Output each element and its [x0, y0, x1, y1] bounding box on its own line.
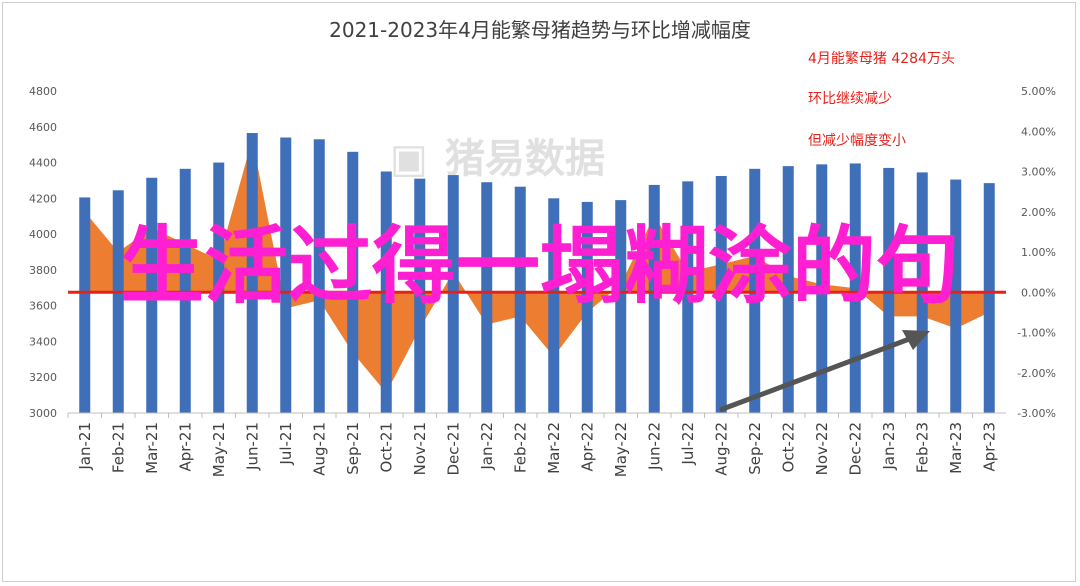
y-left-tick-label: 3200 — [29, 371, 57, 384]
bar-Aug-21 — [313, 139, 325, 414]
bar-Mar-23 — [950, 179, 962, 413]
x-tick-label: Apr-21 — [176, 422, 194, 472]
x-tick-label: May-21 — [210, 422, 228, 477]
y-left-tick-label: 3800 — [29, 264, 57, 277]
watermark-logo: ▣ — [390, 136, 428, 182]
bar-May-22 — [615, 200, 627, 413]
bar-Feb-22 — [514, 186, 526, 413]
x-tick-label: Nov-22 — [813, 422, 831, 475]
y-left-tick-label: 4200 — [29, 192, 57, 205]
x-tick-label: Apr-23 — [980, 422, 998, 472]
x-tick-label: Jan-21 — [76, 422, 94, 471]
area-series — [84, 139, 990, 393]
bar-Dec-22 — [849, 163, 861, 413]
trend-arrow-shaft — [719, 335, 913, 413]
bar-Apr-23 — [983, 183, 995, 413]
bar-Nov-21 — [414, 178, 426, 413]
x-tick-label: Jul-22 — [679, 422, 697, 466]
annotation-line-1: 4月能繁母猪 4284万头 — [808, 51, 955, 67]
bar-Sep-21 — [347, 151, 359, 414]
x-tick-label: Jun-21 — [243, 422, 261, 471]
area-shape — [84, 139, 990, 393]
bar-Jun-21 — [246, 133, 258, 414]
y-left-tick-label: 4600 — [29, 121, 57, 134]
x-tick-label: Apr-22 — [578, 422, 596, 472]
x-tick-label: Jul-21 — [277, 422, 295, 466]
x-tick-label: Jan-22 — [478, 422, 496, 471]
watermark-text: 猪易数据 — [445, 136, 605, 182]
y-right-tick-label: 0.00% — [1021, 286, 1056, 299]
annotation-line-2: 环比继续减少 — [808, 90, 892, 107]
y-left-tick-label: 4000 — [29, 228, 57, 241]
x-tick-label: Feb-22 — [511, 422, 529, 473]
x-tick-label: Oct-21 — [377, 422, 395, 472]
bar-Jun-22 — [648, 184, 660, 413]
bar-Dec-21 — [447, 175, 459, 413]
y-left-tick-label: 3400 — [29, 335, 57, 348]
y-left-tick-label: 4800 — [29, 85, 57, 98]
bar-Mar-21 — [146, 177, 158, 413]
x-tick-label: Feb-21 — [109, 422, 127, 473]
x-tick-label: Aug-21 — [310, 422, 328, 476]
y-right-tick-label: 3.00% — [1021, 166, 1056, 179]
x-tick-label: Jan-23 — [880, 422, 898, 471]
bar-Aug-22 — [715, 175, 727, 413]
x-tick-label: Dec-21 — [444, 422, 462, 476]
x-tick-label: Feb-23 — [913, 422, 931, 473]
y-right-tick-label: 5.00% — [1021, 85, 1056, 98]
bar-Jan-23 — [883, 167, 895, 413]
x-tick-label: May-22 — [612, 422, 630, 477]
bar-May-21 — [213, 162, 225, 413]
x-tick-label: Jun-22 — [645, 422, 663, 471]
x-tick-label: Mar-21 — [143, 422, 161, 474]
chart-title: 2021-2023年4月能繁母猪趋势与环比增减幅度 — [329, 18, 751, 42]
y-right-tick-label: 4.00% — [1021, 125, 1056, 138]
bar-Jul-22 — [682, 181, 694, 413]
x-tick-label: Dec-22 — [846, 422, 864, 476]
x-tick-label: Aug-22 — [712, 422, 730, 476]
y-left-tick-label: 3000 — [29, 407, 57, 420]
y-axis-left: 4800 4600 4400 4200 4000 3800 3600 3400 3200 3000 — [29, 85, 57, 420]
bar-Feb-21 — [112, 190, 124, 413]
x-tick-label: Mar-23 — [947, 422, 965, 474]
x-axis: Jan-21 Feb-21 Mar-21 Apr-21 May-21 Jun-21 Jul-… — [67, 413, 998, 477]
bar-Apr-22 — [581, 201, 593, 413]
bar-Oct-22 — [782, 166, 794, 413]
x-tick-label: Mar-22 — [545, 422, 563, 474]
x-tick-label: Sep-22 — [746, 422, 764, 475]
x-tick-label: Sep-21 — [344, 422, 362, 475]
y-right-tick-label: -2.00% — [1017, 367, 1056, 380]
x-tick-label: Oct-22 — [779, 422, 797, 472]
y-axis-right: 5.00% 4.00% 3.00% 2.00% 1.00% 0.00% -1.00% -2.0… — [1017, 85, 1056, 420]
overlay-text: 生活过得一塌糊涂的句 — [120, 217, 960, 315]
bar-Jan-21 — [79, 197, 91, 413]
bar-Jan-22 — [481, 182, 493, 413]
y-right-tick-label: -1.00% — [1017, 327, 1056, 340]
bar-Nov-22 — [816, 164, 828, 413]
y-left-tick-label: 4400 — [29, 157, 57, 170]
bar-Jul-21 — [280, 137, 292, 413]
y-right-tick-label: 1.00% — [1021, 246, 1056, 259]
x-tick-label: Nov-21 — [411, 422, 429, 475]
trend-arrow-head — [902, 330, 930, 350]
y-right-tick-label: -3.00% — [1017, 407, 1056, 420]
y-left-tick-label: 3600 — [29, 300, 57, 313]
annotation-line-3: 但减少幅度变小 — [808, 133, 906, 149]
bar-Mar-22 — [548, 198, 560, 413]
y-right-tick-label: 2.00% — [1021, 206, 1056, 219]
